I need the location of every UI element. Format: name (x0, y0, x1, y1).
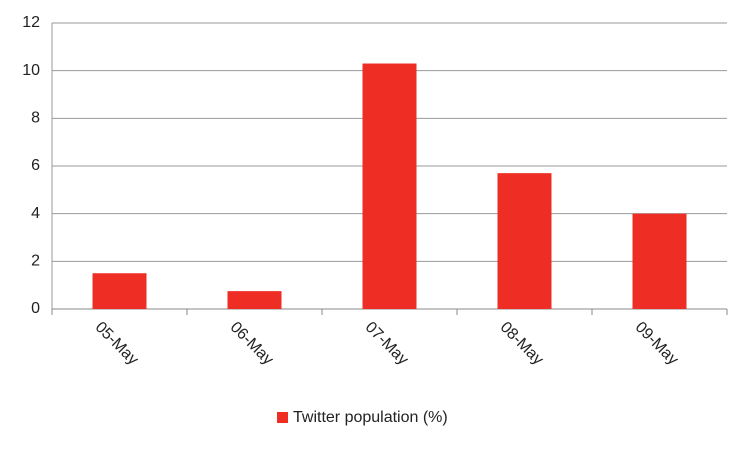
y-tick-label: 4 (31, 205, 40, 222)
bar (632, 213, 687, 309)
y-tick-label: 10 (22, 62, 40, 79)
bar (227, 291, 282, 309)
y-tick-label: 12 (22, 14, 40, 31)
legend-swatch (277, 412, 288, 423)
x-tick-label: 08-May (497, 319, 547, 369)
y-tick-label: 8 (31, 110, 40, 127)
y-tick-label: 2 (31, 253, 40, 270)
y-tick-label: 6 (31, 157, 40, 174)
x-tick-label: 07-May (362, 319, 412, 369)
y-tick-label: 0 (31, 300, 40, 317)
x-tick-label: 09-May (632, 319, 682, 369)
bar (362, 63, 417, 310)
x-tick-label: 05-May (92, 319, 142, 369)
x-tick-label: 06-May (227, 319, 277, 369)
legend-label: Twitter population (%) (293, 409, 448, 426)
bar (497, 173, 552, 309)
bar (92, 273, 147, 309)
